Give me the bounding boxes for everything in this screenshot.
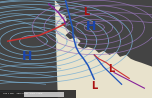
Text: L: L — [83, 7, 90, 17]
Text: H: H — [86, 20, 96, 33]
Text: Ven 1 Mar   Sab 2 Mar   Dom 3 Mar: Ven 1 Mar Sab 2 Mar Dom 3 Mar — [3, 93, 43, 94]
Text: H: H — [22, 50, 33, 63]
Text: L: L — [108, 64, 114, 74]
Bar — [24, 92, 64, 97]
Polygon shape — [68, 84, 152, 98]
Text: L: L — [91, 81, 97, 91]
Bar — [0, 90, 76, 98]
Polygon shape — [55, 0, 152, 98]
